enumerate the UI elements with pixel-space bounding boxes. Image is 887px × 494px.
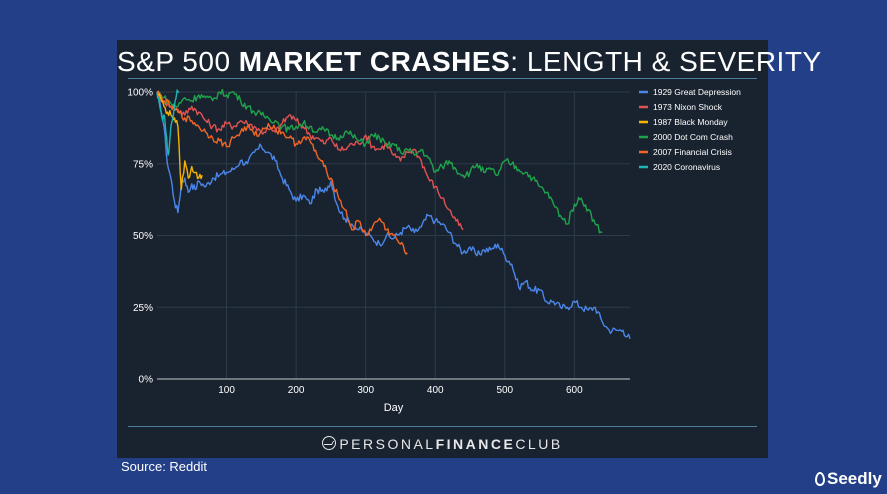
seed-icon — [815, 472, 825, 486]
series-group — [156, 88, 631, 340]
legend-label: 2020 Coronavirus — [653, 162, 720, 172]
x-tick-label: 100 — [218, 385, 235, 396]
brand-part-2: FINANCE — [435, 436, 516, 452]
line-chart: 0% 25% 50% 75% 100% 100 200 300 400 500 600 Day 192… — [127, 87, 741, 414]
title-divider — [128, 78, 757, 79]
series-line — [156, 89, 180, 156]
series-line — [156, 90, 408, 255]
brand-part-3: CLUB — [515, 436, 563, 452]
y-tick-label: 75% — [133, 159, 153, 170]
title-bold: MARKET CRASHES — [238, 46, 511, 77]
x-tick-label: 500 — [496, 385, 513, 396]
seedly-wordmark: Seedly — [827, 469, 882, 488]
series-line — [156, 91, 464, 231]
legend: 1929 Great Depression 1973 Nixon Shock 198… — [639, 87, 741, 172]
legend-label: 2000 Dot Com Crash — [653, 132, 733, 142]
x-tick-label: 400 — [427, 385, 444, 396]
title-prefix: S&P 500 — [117, 46, 239, 77]
y-tick-label: 0% — [139, 375, 154, 386]
x-tick-label: 300 — [357, 385, 374, 396]
legend-label: 1987 Black Monday — [653, 117, 728, 127]
legend-label: 2007 Financial Crisis — [653, 147, 732, 157]
chart-title: S&P 500 MARKET CRASHES: LENGTH & SEVERIT… — [117, 46, 821, 78]
x-axis-title: Day — [384, 402, 404, 414]
source-caption: Source: Reddit — [121, 459, 207, 474]
y-tick-label: 25% — [133, 303, 153, 314]
axes: 0% 25% 50% 75% 100% 100 200 300 400 500 600 Day — [127, 88, 630, 414]
legend-label: 1973 Nixon Shock — [653, 102, 723, 112]
series-line — [156, 91, 631, 340]
brand-logo: PERSONALFINANCECLUB — [117, 436, 768, 452]
series-line — [156, 88, 603, 234]
x-tick-label: 600 — [566, 385, 583, 396]
series-line — [156, 91, 203, 191]
chart-card: S&P 500 MARKET CRASHES: LENGTH & SEVERIT… — [117, 40, 821, 458]
brand-part-1: PERSONAL — [339, 436, 436, 452]
legend-label: 1929 Great Depression — [653, 87, 741, 97]
x-tick-label: 200 — [288, 385, 305, 396]
seedly-logo: Seedly — [815, 469, 882, 489]
y-tick-label: 100% — [127, 88, 153, 99]
title-suffix: : LENGTH & SEVERITY — [510, 46, 822, 77]
y-tick-label: 50% — [133, 231, 153, 242]
growth-circle-icon — [322, 436, 337, 450]
footer-divider — [128, 426, 757, 427]
